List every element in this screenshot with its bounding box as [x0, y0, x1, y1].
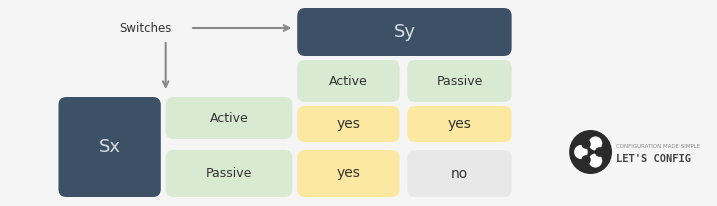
FancyBboxPatch shape [298, 8, 512, 56]
Text: yes: yes [336, 166, 361, 180]
FancyBboxPatch shape [59, 97, 161, 197]
Circle shape [581, 155, 591, 165]
Circle shape [574, 145, 588, 159]
Circle shape [569, 130, 612, 174]
Text: Passive: Passive [437, 75, 483, 88]
Text: Sx: Sx [99, 138, 120, 156]
FancyBboxPatch shape [407, 60, 512, 102]
Text: Active: Active [329, 75, 368, 88]
FancyBboxPatch shape [298, 60, 399, 102]
Text: no: no [451, 166, 468, 180]
Circle shape [581, 139, 591, 149]
Circle shape [589, 136, 602, 150]
Text: yes: yes [336, 117, 361, 131]
FancyBboxPatch shape [298, 150, 399, 197]
Circle shape [595, 147, 604, 157]
Text: CONFIGURATION MADE SIMPLE: CONFIGURATION MADE SIMPLE [616, 144, 700, 149]
Text: yes: yes [447, 117, 472, 131]
Text: LET'S CONFIG: LET'S CONFIG [616, 154, 691, 164]
FancyBboxPatch shape [298, 106, 399, 142]
FancyBboxPatch shape [407, 106, 512, 142]
Circle shape [589, 153, 602, 168]
FancyBboxPatch shape [166, 97, 293, 139]
Text: Sy: Sy [394, 23, 415, 41]
Text: Switches: Switches [119, 21, 171, 34]
FancyBboxPatch shape [407, 150, 512, 197]
Text: Passive: Passive [206, 167, 252, 180]
Text: Active: Active [209, 111, 248, 124]
FancyBboxPatch shape [166, 150, 293, 197]
